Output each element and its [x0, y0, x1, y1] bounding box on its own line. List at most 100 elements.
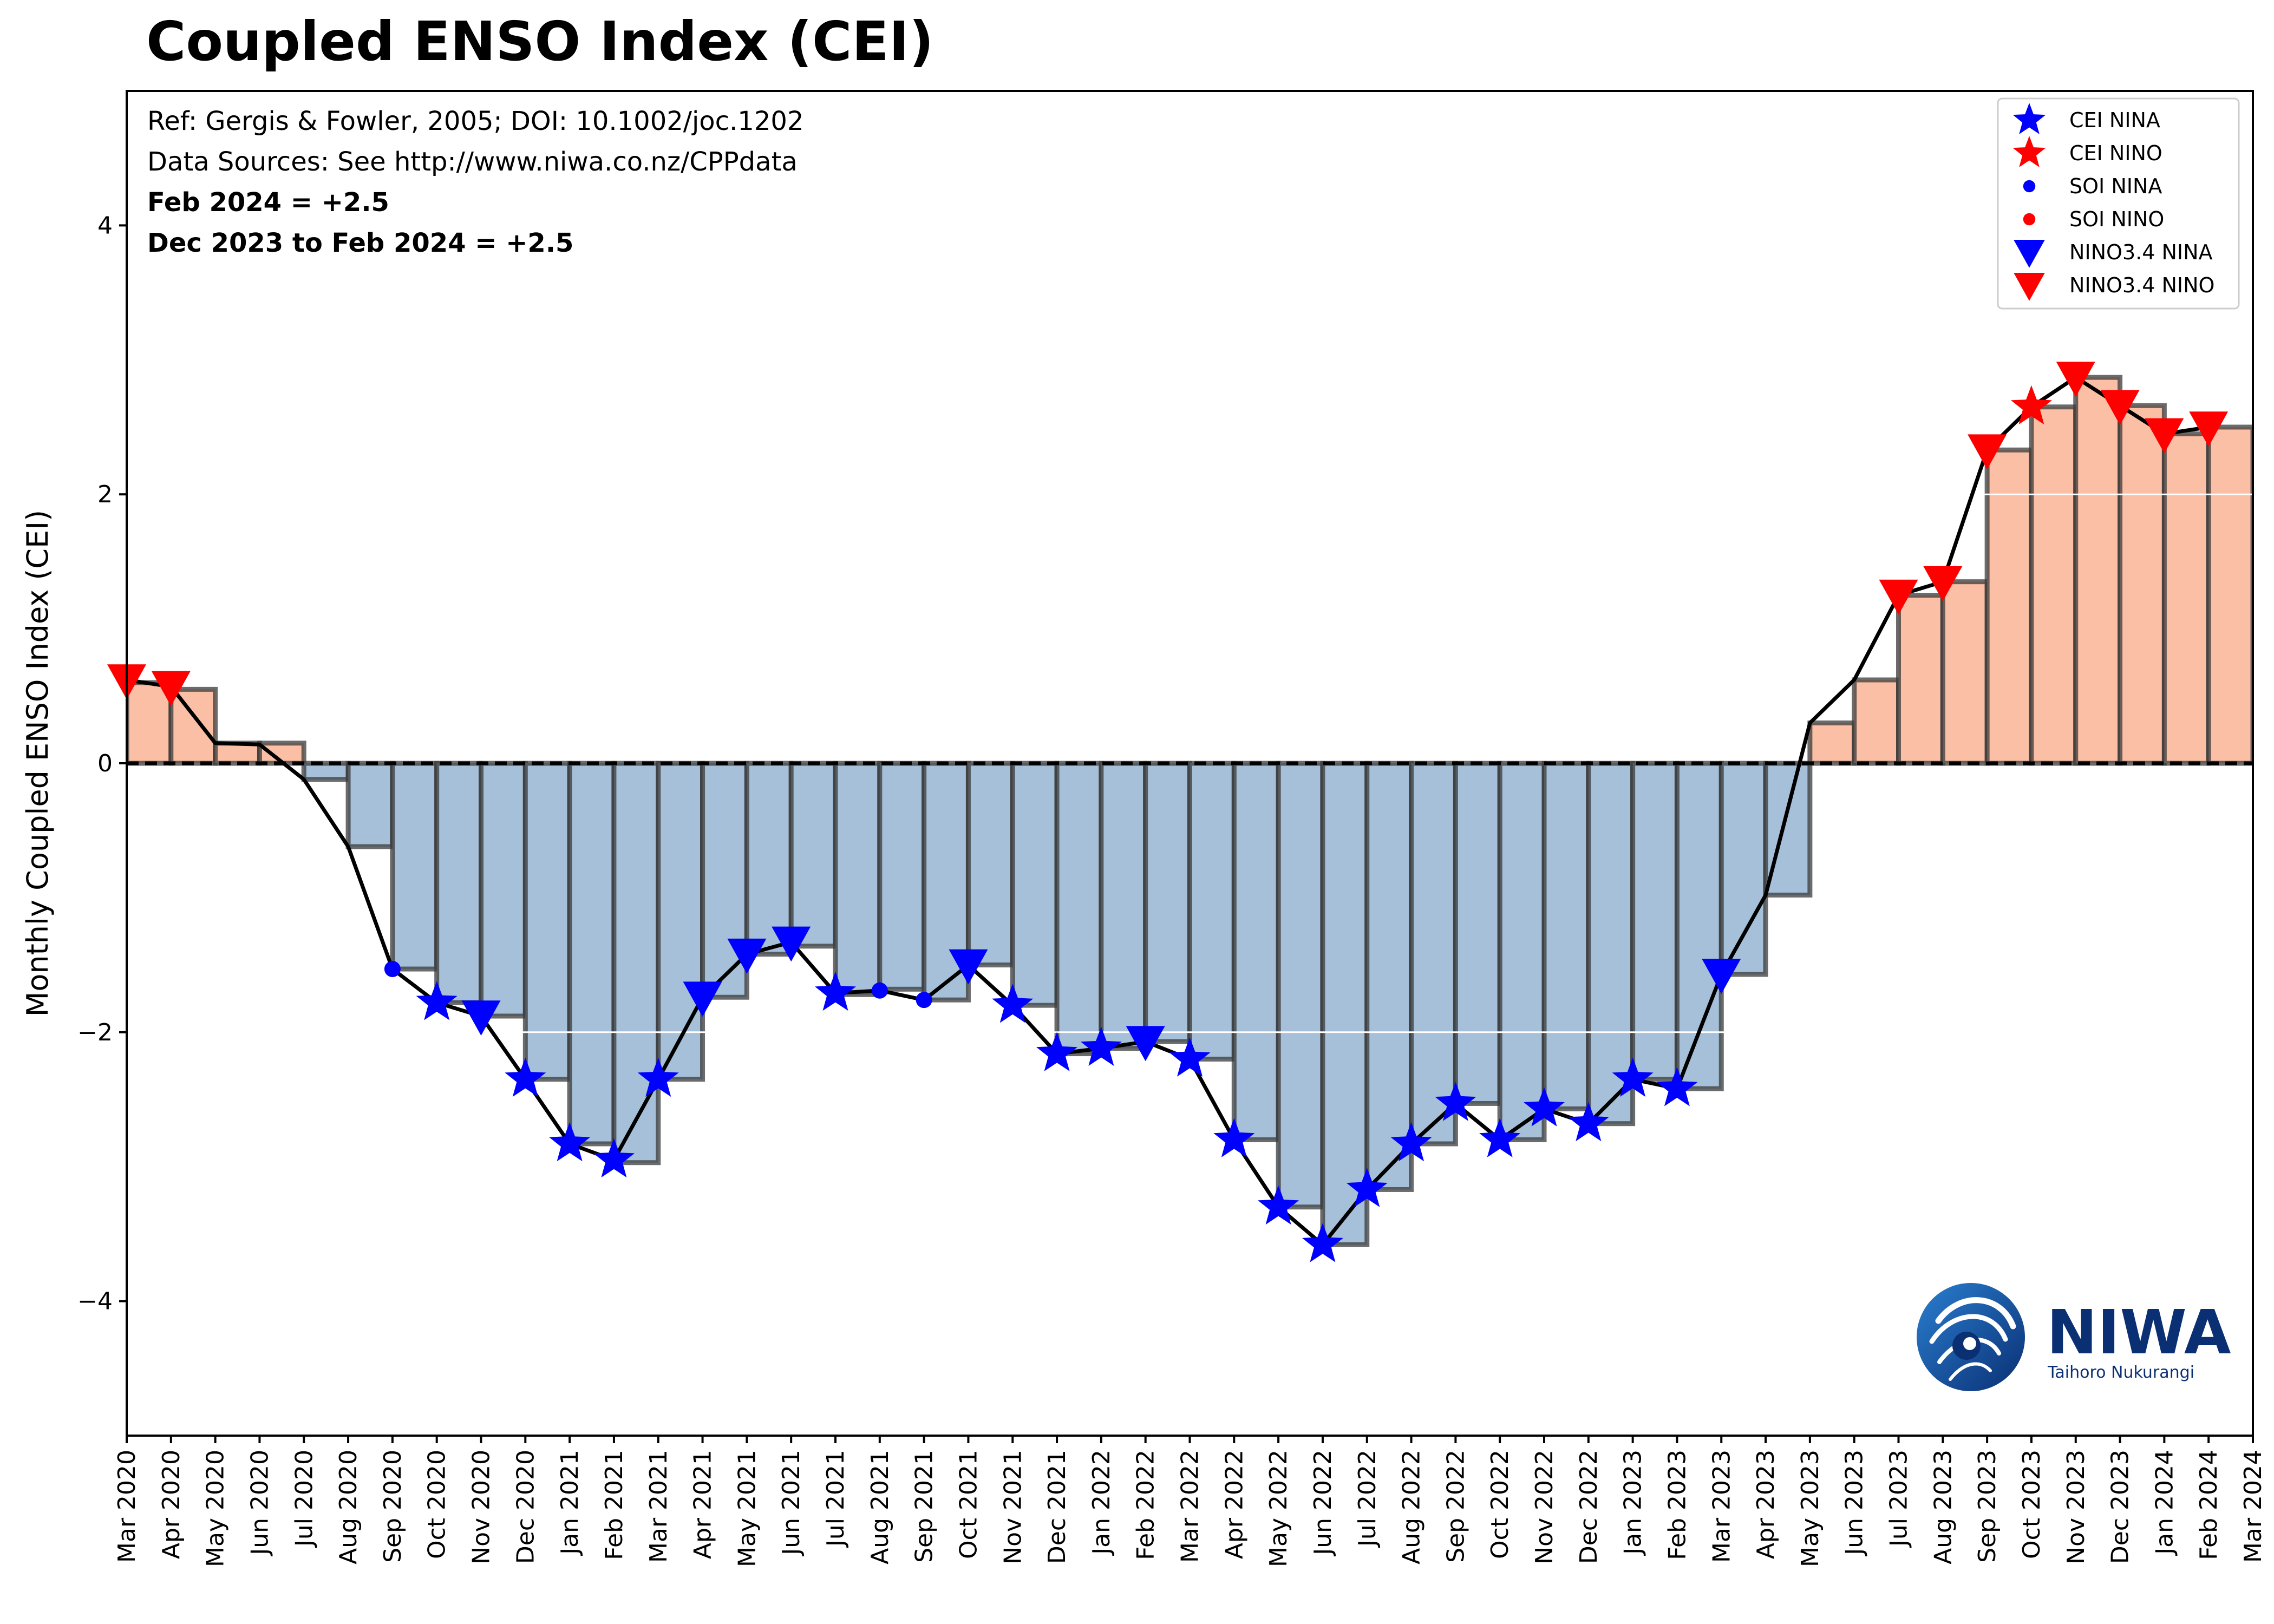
marker-cei-nina: [549, 1122, 591, 1162]
bar: [479, 761, 528, 1019]
bar: [877, 761, 927, 992]
marker-cei-nina: [416, 981, 458, 1020]
bar: [2161, 431, 2211, 766]
marker-nino34-nina: [727, 938, 767, 974]
bar: [1940, 579, 1990, 766]
legend-marker-cei-nino: [2012, 136, 2046, 167]
bar: [1807, 720, 1857, 766]
marker-cei-nina: [1524, 1087, 1565, 1127]
legend-marker-soi-nina: [2023, 180, 2036, 193]
marker-cei-nina: [1435, 1082, 1476, 1121]
bar: [1453, 761, 1502, 1106]
bar: [788, 761, 838, 949]
marker-cei-nina: [1567, 1102, 1609, 1142]
marker-cei-nina: [637, 1057, 679, 1097]
marker-nino34-nina: [683, 981, 722, 1017]
bar: [2029, 404, 2079, 766]
legend-label: CEI NINA: [2069, 108, 2160, 132]
marker-nino34-nino: [2100, 390, 2140, 425]
info-latest-month: Feb 2024 = +2.5: [147, 187, 389, 218]
marker-cei-nina: [1302, 1223, 1343, 1262]
bar: [2073, 375, 2123, 766]
marker-cei-nina: [1612, 1057, 1654, 1097]
x-tick-label: Apr 2020: [158, 1450, 185, 1559]
marker-cei-nina: [1036, 1032, 1078, 1071]
legend-box: [1997, 97, 2240, 310]
niwa-swirl-icon: [1917, 1283, 2025, 1391]
marker-nino34-nino: [151, 671, 191, 706]
bar: [1674, 761, 1724, 1091]
bar-group: [127, 375, 2253, 1247]
marker-cei-nina: [593, 1138, 635, 1178]
bar: [522, 761, 572, 1082]
x-tick-label: Sep 2021: [911, 1450, 938, 1563]
x-tick-label: May 2020: [202, 1450, 230, 1567]
info-ref: Ref: Gergis & Fowler, 2005; DOI: 10.1002…: [147, 106, 803, 136]
x-tick-label: Oct 2022: [1486, 1450, 1514, 1559]
marker-nino34-nina: [1126, 1026, 1165, 1062]
legend: CEI NINA CEI NINO SOI NINA SOI NINO NINO3.4 …: [1997, 97, 2240, 310]
x-tick-label: Nov 2021: [999, 1450, 1027, 1564]
x-tick-label: May 2022: [1265, 1450, 1292, 1567]
x-tick-label: Aug 2021: [866, 1450, 894, 1564]
x-tick-label: Aug 2022: [1398, 1450, 1426, 1564]
y-tick-label: 0: [97, 750, 113, 777]
marker-nino34-nina: [772, 926, 811, 962]
legend-marker-nino34-nino: [2014, 272, 2045, 301]
marker-nino34-nino: [1879, 579, 1918, 615]
x-tick-label: Dec 2023: [2107, 1450, 2134, 1564]
bar: [434, 761, 483, 1005]
bar: [567, 761, 617, 1147]
marker-cei-nina: [1169, 1037, 1211, 1077]
marker-soi-nina: [384, 961, 401, 978]
marker-nino34-nino: [2189, 411, 2229, 447]
marker-nino34-nina: [1702, 959, 1741, 994]
x-tick-label: Feb 2022: [1132, 1450, 1160, 1560]
legend-label: NINO3.4 NINA: [2069, 240, 2213, 264]
bar: [1630, 761, 1680, 1082]
bar: [213, 741, 262, 766]
info-sources: Data Sources: See http://www.niwa.co.nz/…: [147, 147, 798, 177]
legend-label: SOI NINA: [2069, 174, 2162, 198]
x-tick-label: Apr 2021: [689, 1450, 717, 1559]
marker-soi-nina: [871, 982, 888, 999]
bar: [1143, 761, 1192, 1044]
y-axis-label: Monthly Coupled ENSO Index (CEI): [21, 510, 55, 1017]
x-tick-label: Sep 2020: [379, 1450, 407, 1563]
bar: [1763, 761, 1813, 898]
x-tick-label: Apr 2023: [1752, 1450, 1780, 1559]
x-tick-label: Dec 2022: [1575, 1450, 1603, 1564]
bar: [1541, 761, 1591, 1111]
bar: [965, 761, 1015, 968]
marker-cei-nina: [815, 971, 856, 1011]
niwa-logo: NIWA Taihoro Nukurangi: [1917, 1283, 2231, 1391]
y-tick-label: 4: [97, 212, 113, 239]
x-tick-label: Jan 2021: [556, 1450, 584, 1556]
bar: [744, 761, 794, 957]
x-tick-label: Aug 2020: [335, 1450, 362, 1564]
marker-cei-nina: [1346, 1168, 1388, 1207]
bar: [1187, 761, 1237, 1062]
bar: [1586, 761, 1636, 1127]
x-tick-label: May 2023: [1796, 1450, 1824, 1567]
bar: [1984, 447, 2034, 766]
bar: [1718, 761, 1768, 977]
x-tick-label: May 2021: [733, 1450, 761, 1567]
x-tick-label: Jul 2022: [1354, 1450, 1381, 1548]
marker-cei-nina: [505, 1057, 546, 1097]
x-axis: Mar 2020 Apr 2020 May 2020 Jun 2020 Jul 2020…: [113, 1436, 2267, 1567]
bar: [1409, 761, 1458, 1147]
x-tick-label: Jan 2023: [1619, 1450, 1647, 1556]
legend-marker-nino34-nina: [2014, 239, 2045, 268]
legend-label: NINO3.4 NINO: [2069, 273, 2214, 297]
x-tick-label: Mar 2023: [1708, 1450, 1735, 1563]
legend-label: CEI NINO: [2069, 141, 2162, 165]
x-tick-label: Oct 2020: [423, 1450, 451, 1559]
chart-title: Coupled ENSO Index (CEI): [146, 10, 934, 73]
bar: [127, 680, 174, 766]
x-tick-label: Jan 2024: [2151, 1450, 2178, 1556]
marker-cei-nina: [1656, 1067, 1698, 1106]
x-tick-label: Aug 2023: [1929, 1450, 1957, 1564]
bar: [611, 761, 661, 1165]
